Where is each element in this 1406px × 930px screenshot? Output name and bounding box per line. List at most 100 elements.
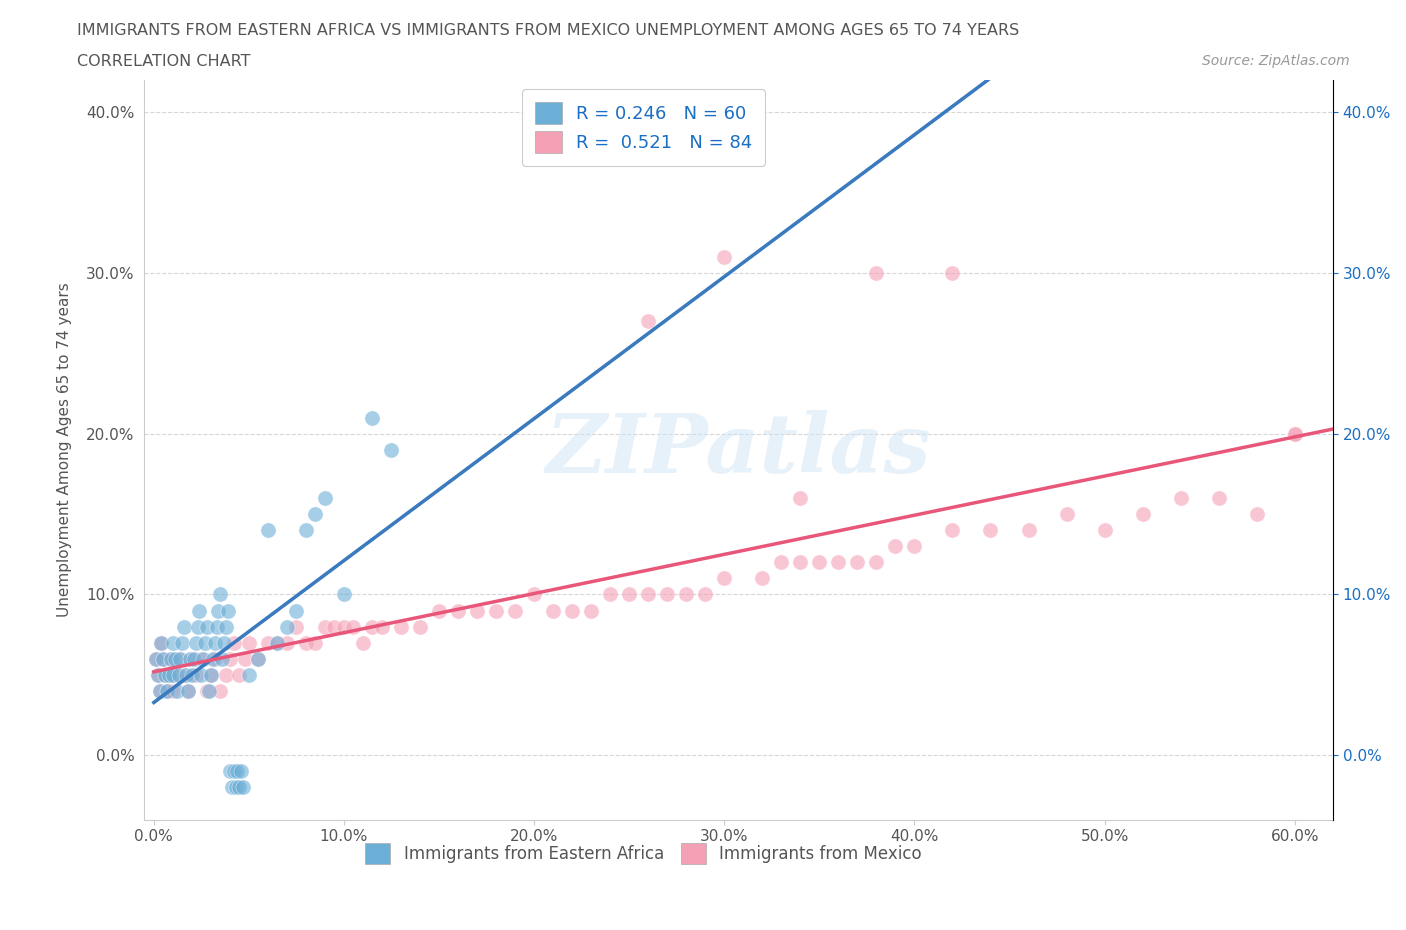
Point [342, 619, 364, 634]
Point [215, 668, 238, 683]
Point [166, 668, 188, 683]
Point [770, 555, 793, 570]
Point [619, 587, 641, 602]
Point [276, 635, 298, 650]
Point [599, 587, 621, 602]
Point [657, 587, 679, 602]
Point [200, 668, 222, 683]
Point [190, 668, 212, 683]
Point [304, 635, 326, 650]
Point [247, 651, 270, 666]
Point [186, 619, 208, 634]
Point [160, 651, 183, 666]
Point [247, 651, 270, 666]
Point [1018, 523, 1040, 538]
Point [314, 491, 336, 506]
Point [173, 619, 195, 634]
Point [352, 635, 374, 650]
Point [276, 619, 298, 634]
Point [1284, 426, 1306, 441]
Point [152, 651, 174, 666]
Point [193, 651, 215, 666]
Point [145, 651, 167, 666]
Point [209, 684, 232, 698]
Point [195, 684, 218, 698]
Point [205, 619, 228, 634]
Point [541, 604, 564, 618]
Point [222, 635, 245, 650]
Text: ZIPatlas: ZIPatlas [546, 410, 931, 490]
Point [157, 668, 180, 683]
Point [637, 313, 659, 328]
Point [162, 635, 184, 650]
Point [1284, 426, 1306, 441]
Point [808, 555, 831, 570]
Point [257, 635, 280, 650]
Point [157, 668, 180, 683]
Point [285, 604, 308, 618]
Point [228, 668, 250, 683]
Point [225, 780, 247, 795]
Point [150, 635, 173, 650]
Point [217, 604, 239, 618]
Point [231, 764, 253, 778]
Text: CORRELATION CHART: CORRELATION CHART [77, 54, 250, 69]
Point [221, 780, 243, 795]
Point [174, 668, 197, 683]
Point [148, 684, 170, 698]
Point [695, 587, 717, 602]
Point [232, 780, 254, 795]
Point [884, 538, 907, 553]
Point [361, 410, 384, 425]
Point [167, 668, 190, 683]
Point [162, 668, 184, 683]
Point [523, 587, 546, 602]
Point [409, 619, 432, 634]
Point [941, 266, 963, 281]
Point [238, 668, 260, 683]
Point [380, 443, 402, 458]
Point [209, 587, 232, 602]
Point [713, 249, 735, 264]
Point [163, 651, 186, 666]
Point [184, 635, 207, 650]
Point [207, 604, 229, 618]
Point [162, 684, 184, 698]
Point [169, 651, 191, 666]
Point [212, 635, 235, 650]
Point [637, 587, 659, 602]
Point [561, 604, 583, 618]
Point [846, 555, 869, 570]
Point [195, 619, 218, 634]
Point [361, 619, 384, 634]
Point [789, 555, 811, 570]
Point [179, 651, 201, 666]
Point [323, 619, 346, 634]
Point [222, 764, 245, 778]
Point [238, 635, 260, 650]
Point [156, 684, 179, 698]
Point [865, 266, 887, 281]
Point [266, 635, 288, 650]
Text: IMMIGRANTS FROM EASTERN AFRICA VS IMMIGRANTS FROM MEXICO UNEMPLOYMENT AMONG AGES: IMMIGRANTS FROM EASTERN AFRICA VS IMMIGR… [77, 23, 1019, 38]
Point [173, 668, 195, 683]
Point [152, 651, 174, 666]
Point [314, 619, 336, 634]
Point [226, 764, 249, 778]
Point [865, 555, 887, 570]
Point [579, 604, 602, 618]
Point [751, 571, 773, 586]
Point [304, 507, 326, 522]
Y-axis label: Unemployment Among Ages 65 to 74 years: Unemployment Among Ages 65 to 74 years [58, 283, 72, 618]
Point [675, 587, 697, 602]
Point [827, 555, 849, 570]
Point [155, 668, 177, 683]
Point [190, 651, 212, 666]
Point [903, 538, 925, 553]
Point [180, 651, 202, 666]
Point [145, 651, 167, 666]
Point [188, 604, 211, 618]
Point [1094, 523, 1116, 538]
Point [1056, 507, 1078, 522]
Point [180, 668, 202, 683]
